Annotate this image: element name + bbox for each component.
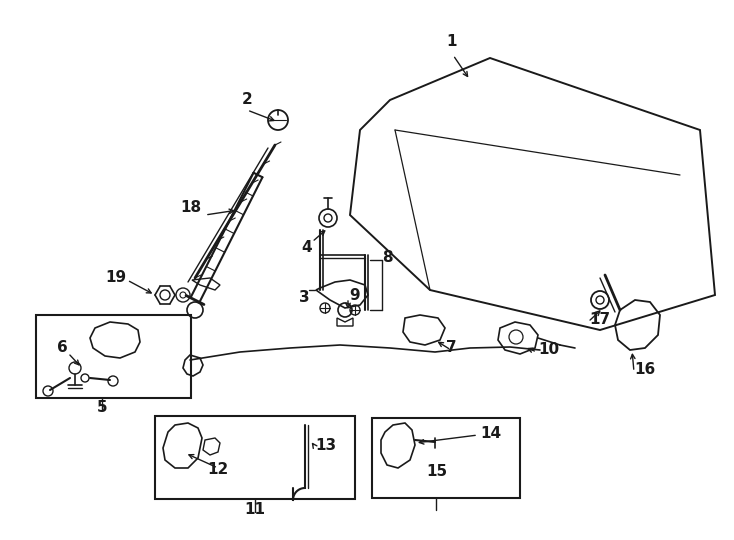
Text: 1: 1: [447, 35, 457, 50]
Text: 11: 11: [244, 503, 266, 517]
Bar: [36, 315, 191, 398]
Bar: [372, 418, 520, 498]
Text: 19: 19: [105, 271, 126, 286]
Text: 2: 2: [241, 92, 252, 107]
Text: 13: 13: [315, 437, 336, 453]
Text: 8: 8: [382, 251, 393, 266]
Text: 6: 6: [57, 341, 68, 355]
Text: 3: 3: [299, 291, 310, 306]
Text: 7: 7: [446, 341, 457, 355]
Text: 10: 10: [538, 342, 559, 357]
Text: 4: 4: [302, 240, 312, 254]
Text: 9: 9: [349, 287, 360, 302]
Text: 16: 16: [634, 362, 655, 377]
Text: 12: 12: [208, 462, 228, 477]
Text: 14: 14: [480, 426, 501, 441]
Text: 17: 17: [589, 313, 610, 327]
Text: 18: 18: [180, 200, 201, 215]
Bar: [155, 416, 355, 499]
Text: 15: 15: [426, 464, 448, 480]
Text: 5: 5: [97, 401, 107, 415]
